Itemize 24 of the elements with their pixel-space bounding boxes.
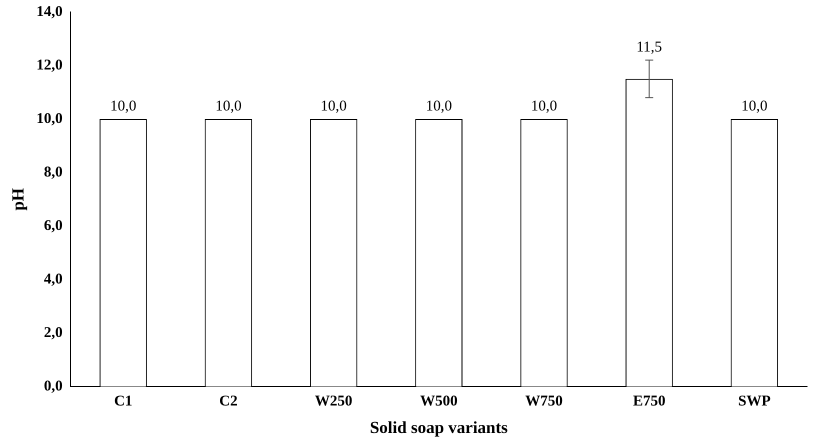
y-axis-title: pH <box>8 188 28 211</box>
y-tick-label: 8,0 <box>44 164 63 180</box>
x-tick-label: W250 <box>314 393 352 410</box>
y-tick-label: 6,0 <box>44 218 63 234</box>
x-tick-label: SWP <box>738 393 771 410</box>
x-axis-title: Solid soap variants <box>370 418 508 438</box>
y-tick-label: 4,0 <box>44 271 63 288</box>
x-tick-label: E750 <box>632 393 666 410</box>
x-tick-label: C2 <box>219 393 238 410</box>
y-tick-label: 12,0 <box>36 57 63 74</box>
data-label: 10,0 <box>110 98 136 114</box>
data-label: 10,0 <box>426 98 452 114</box>
data-label: 10,0 <box>215 98 242 114</box>
x-tick-label: C1 <box>114 393 132 410</box>
x-tick-label: W500 <box>420 393 458 410</box>
data-label: 11,5 <box>636 40 662 56</box>
data-label: 10,0 <box>320 98 347 114</box>
y-tick-label: 14,0 <box>36 4 63 20</box>
y-tick-label: 10,0 <box>36 110 63 127</box>
y-tick-label: 2,0 <box>44 324 63 341</box>
data-label: 10,0 <box>741 98 768 114</box>
x-tick-label: W750 <box>525 393 563 410</box>
data-label: 10,0 <box>530 98 558 114</box>
y-tick-label: 0,0 <box>44 378 63 394</box>
